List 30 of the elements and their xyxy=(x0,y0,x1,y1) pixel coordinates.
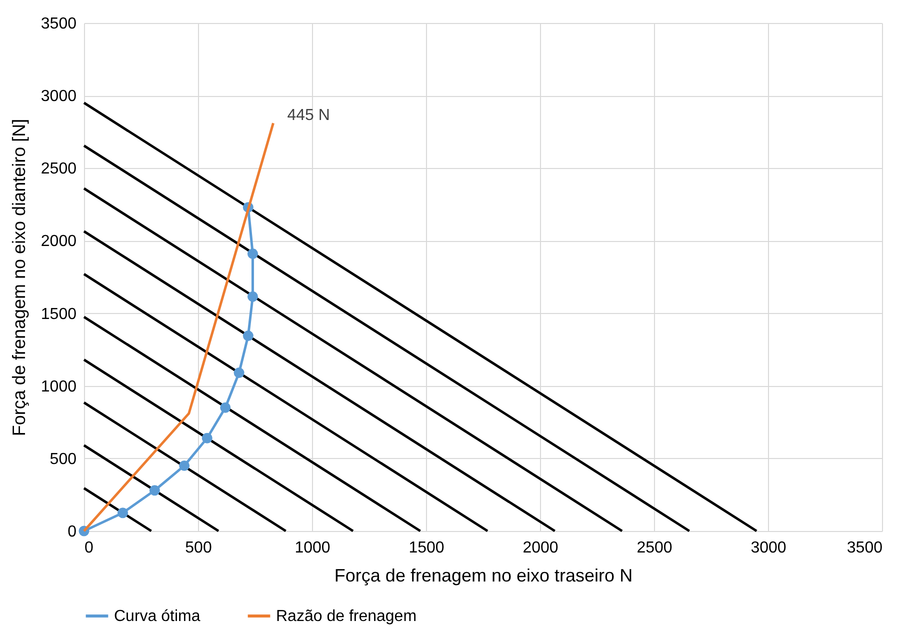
y-axis-title: Força de frenagem no eixo dianteiro [N] xyxy=(8,118,29,436)
point xyxy=(234,368,244,378)
y-tick-label: 2500 xyxy=(40,160,77,178)
y-tick-label: 3500 xyxy=(40,16,77,32)
y-tick-label: 1000 xyxy=(40,378,77,396)
y-tick-label: 2000 xyxy=(40,233,77,250)
point xyxy=(247,248,258,260)
x-tick-label: 3500 xyxy=(846,540,883,556)
x-tick-label: 1000 xyxy=(294,540,330,556)
legend-label: Razão de frenagem xyxy=(276,608,417,625)
legend-label: Curva ótima xyxy=(114,608,200,625)
x-tick-label: 0 xyxy=(84,540,94,556)
x-axis-title: Força de frenagem no eixo traseiro N xyxy=(334,566,633,586)
point xyxy=(118,508,128,518)
point xyxy=(242,330,254,342)
x-tick-label: 3000 xyxy=(750,540,786,556)
y-tick-label: 1500 xyxy=(40,306,77,323)
y-tick-label: 0 xyxy=(68,524,77,540)
point xyxy=(202,432,212,444)
y-tick-label: 3000 xyxy=(40,88,77,106)
x-tick-label: 1500 xyxy=(408,540,444,556)
point xyxy=(179,460,190,471)
annotation: 445 N xyxy=(287,107,330,124)
point xyxy=(247,291,258,302)
point xyxy=(149,485,160,496)
x-tick-label: 2500 xyxy=(636,540,672,556)
x-tick-label: 2000 xyxy=(522,540,558,556)
x-tick-label: 500 xyxy=(185,540,212,556)
point xyxy=(220,402,231,413)
y-tick-label: 500 xyxy=(50,450,77,468)
